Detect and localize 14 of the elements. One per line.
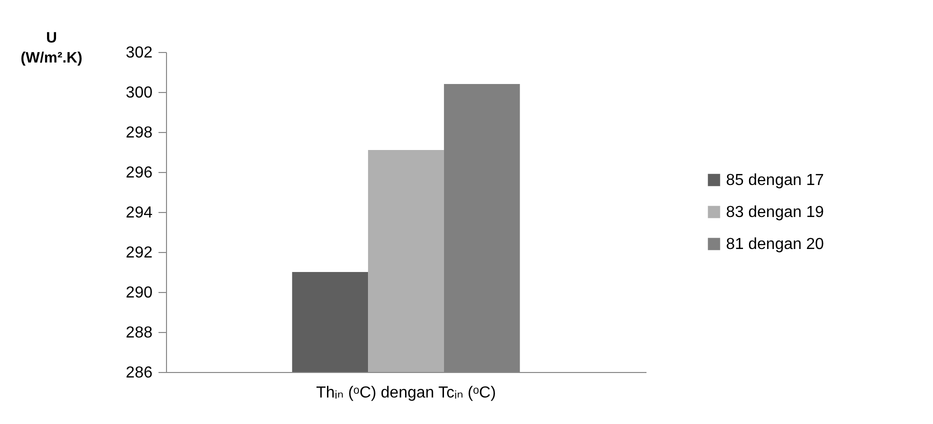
y-tick-label: 292	[126, 244, 153, 262]
y-tick-label: 296	[126, 164, 153, 182]
y-tick-label: 290	[126, 284, 153, 302]
y-tick-label: 294	[126, 204, 153, 222]
y-axis-title: U (W/m².K)	[20, 30, 82, 66]
legend-label: 81 dengan 20	[726, 236, 824, 253]
y-tick-label: 298	[126, 124, 153, 142]
legend-label: 83 dengan 19	[726, 204, 824, 221]
y-tick-label: 302	[126, 44, 153, 62]
legend-label: 85 dengan 17	[726, 172, 824, 189]
y-tick-label: 288	[126, 324, 153, 342]
x-tick-label: Thᵢₙ (ᵒC) dengan Tcᵢₙ (ᵒC)	[316, 384, 496, 402]
y-tick-label: 300	[126, 84, 153, 102]
y-tick-label: 286	[126, 364, 153, 382]
